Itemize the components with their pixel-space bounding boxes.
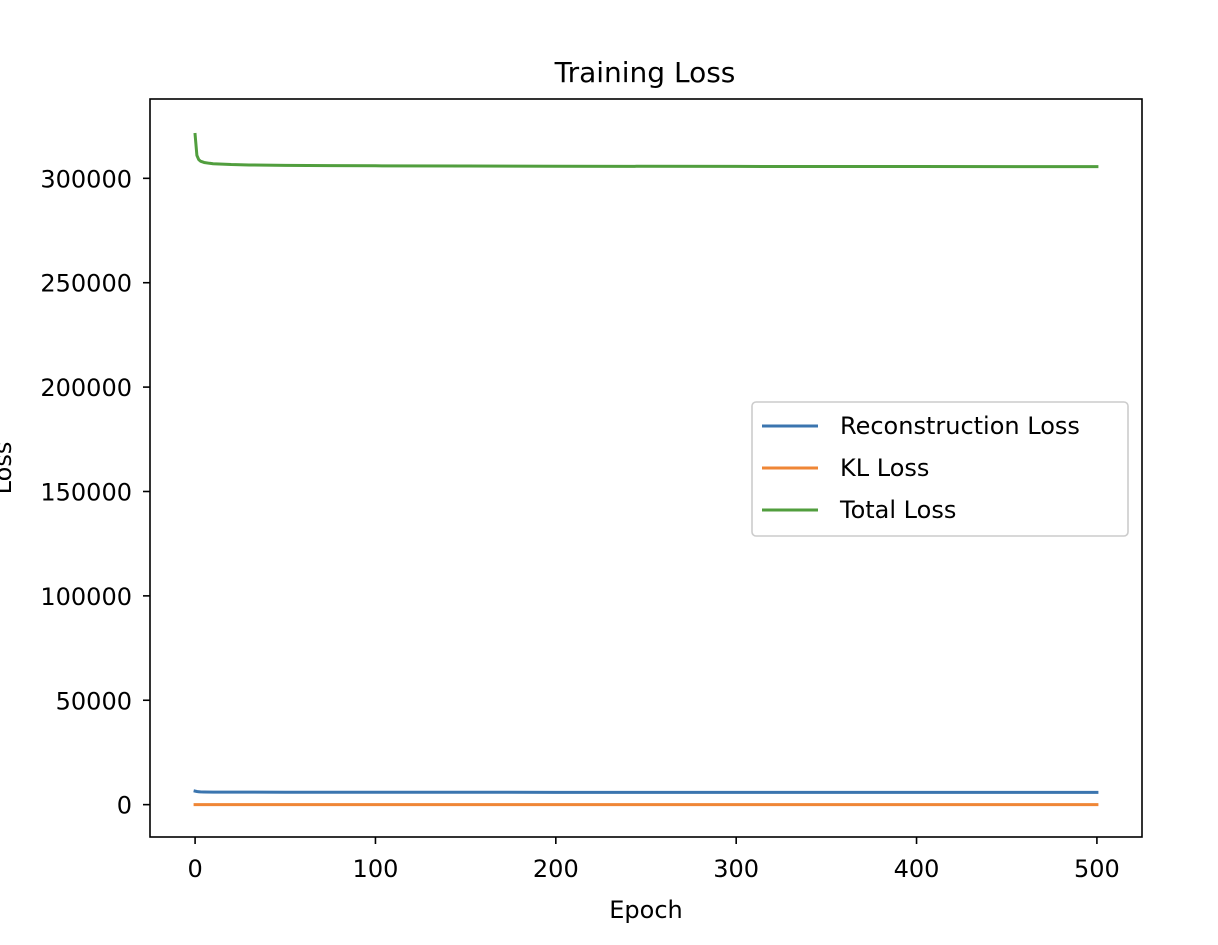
y-tick-label: 200000 <box>40 374 132 402</box>
y-tick-label: 0 <box>117 792 132 820</box>
x-tick-label: 500 <box>1074 855 1120 883</box>
legend-label-1: KL Loss <box>840 454 929 482</box>
legend-label-2: Total Loss <box>839 496 956 524</box>
y-tick-label: 100000 <box>40 583 132 611</box>
y-tick-label: 50000 <box>56 687 132 715</box>
series-line-0 <box>195 791 1097 792</box>
chart-title: Training Loss <box>554 56 736 89</box>
x-tick-label: 400 <box>894 855 940 883</box>
y-tick-label: 250000 <box>40 270 132 298</box>
x-tick-label: 200 <box>533 855 579 883</box>
x-tick-label: 0 <box>187 855 202 883</box>
legend-label-0: Reconstruction Loss <box>840 412 1080 440</box>
y-tick-label: 300000 <box>40 165 132 193</box>
y-tick-label: 150000 <box>40 478 132 506</box>
legend: Reconstruction Loss KL Loss Total Loss <box>752 402 1128 536</box>
x-tick-label: 300 <box>713 855 759 883</box>
y-axis-label: Loss <box>0 442 17 495</box>
x-axis-label: Epoch <box>609 896 683 924</box>
x-tick-label: 100 <box>353 855 399 883</box>
